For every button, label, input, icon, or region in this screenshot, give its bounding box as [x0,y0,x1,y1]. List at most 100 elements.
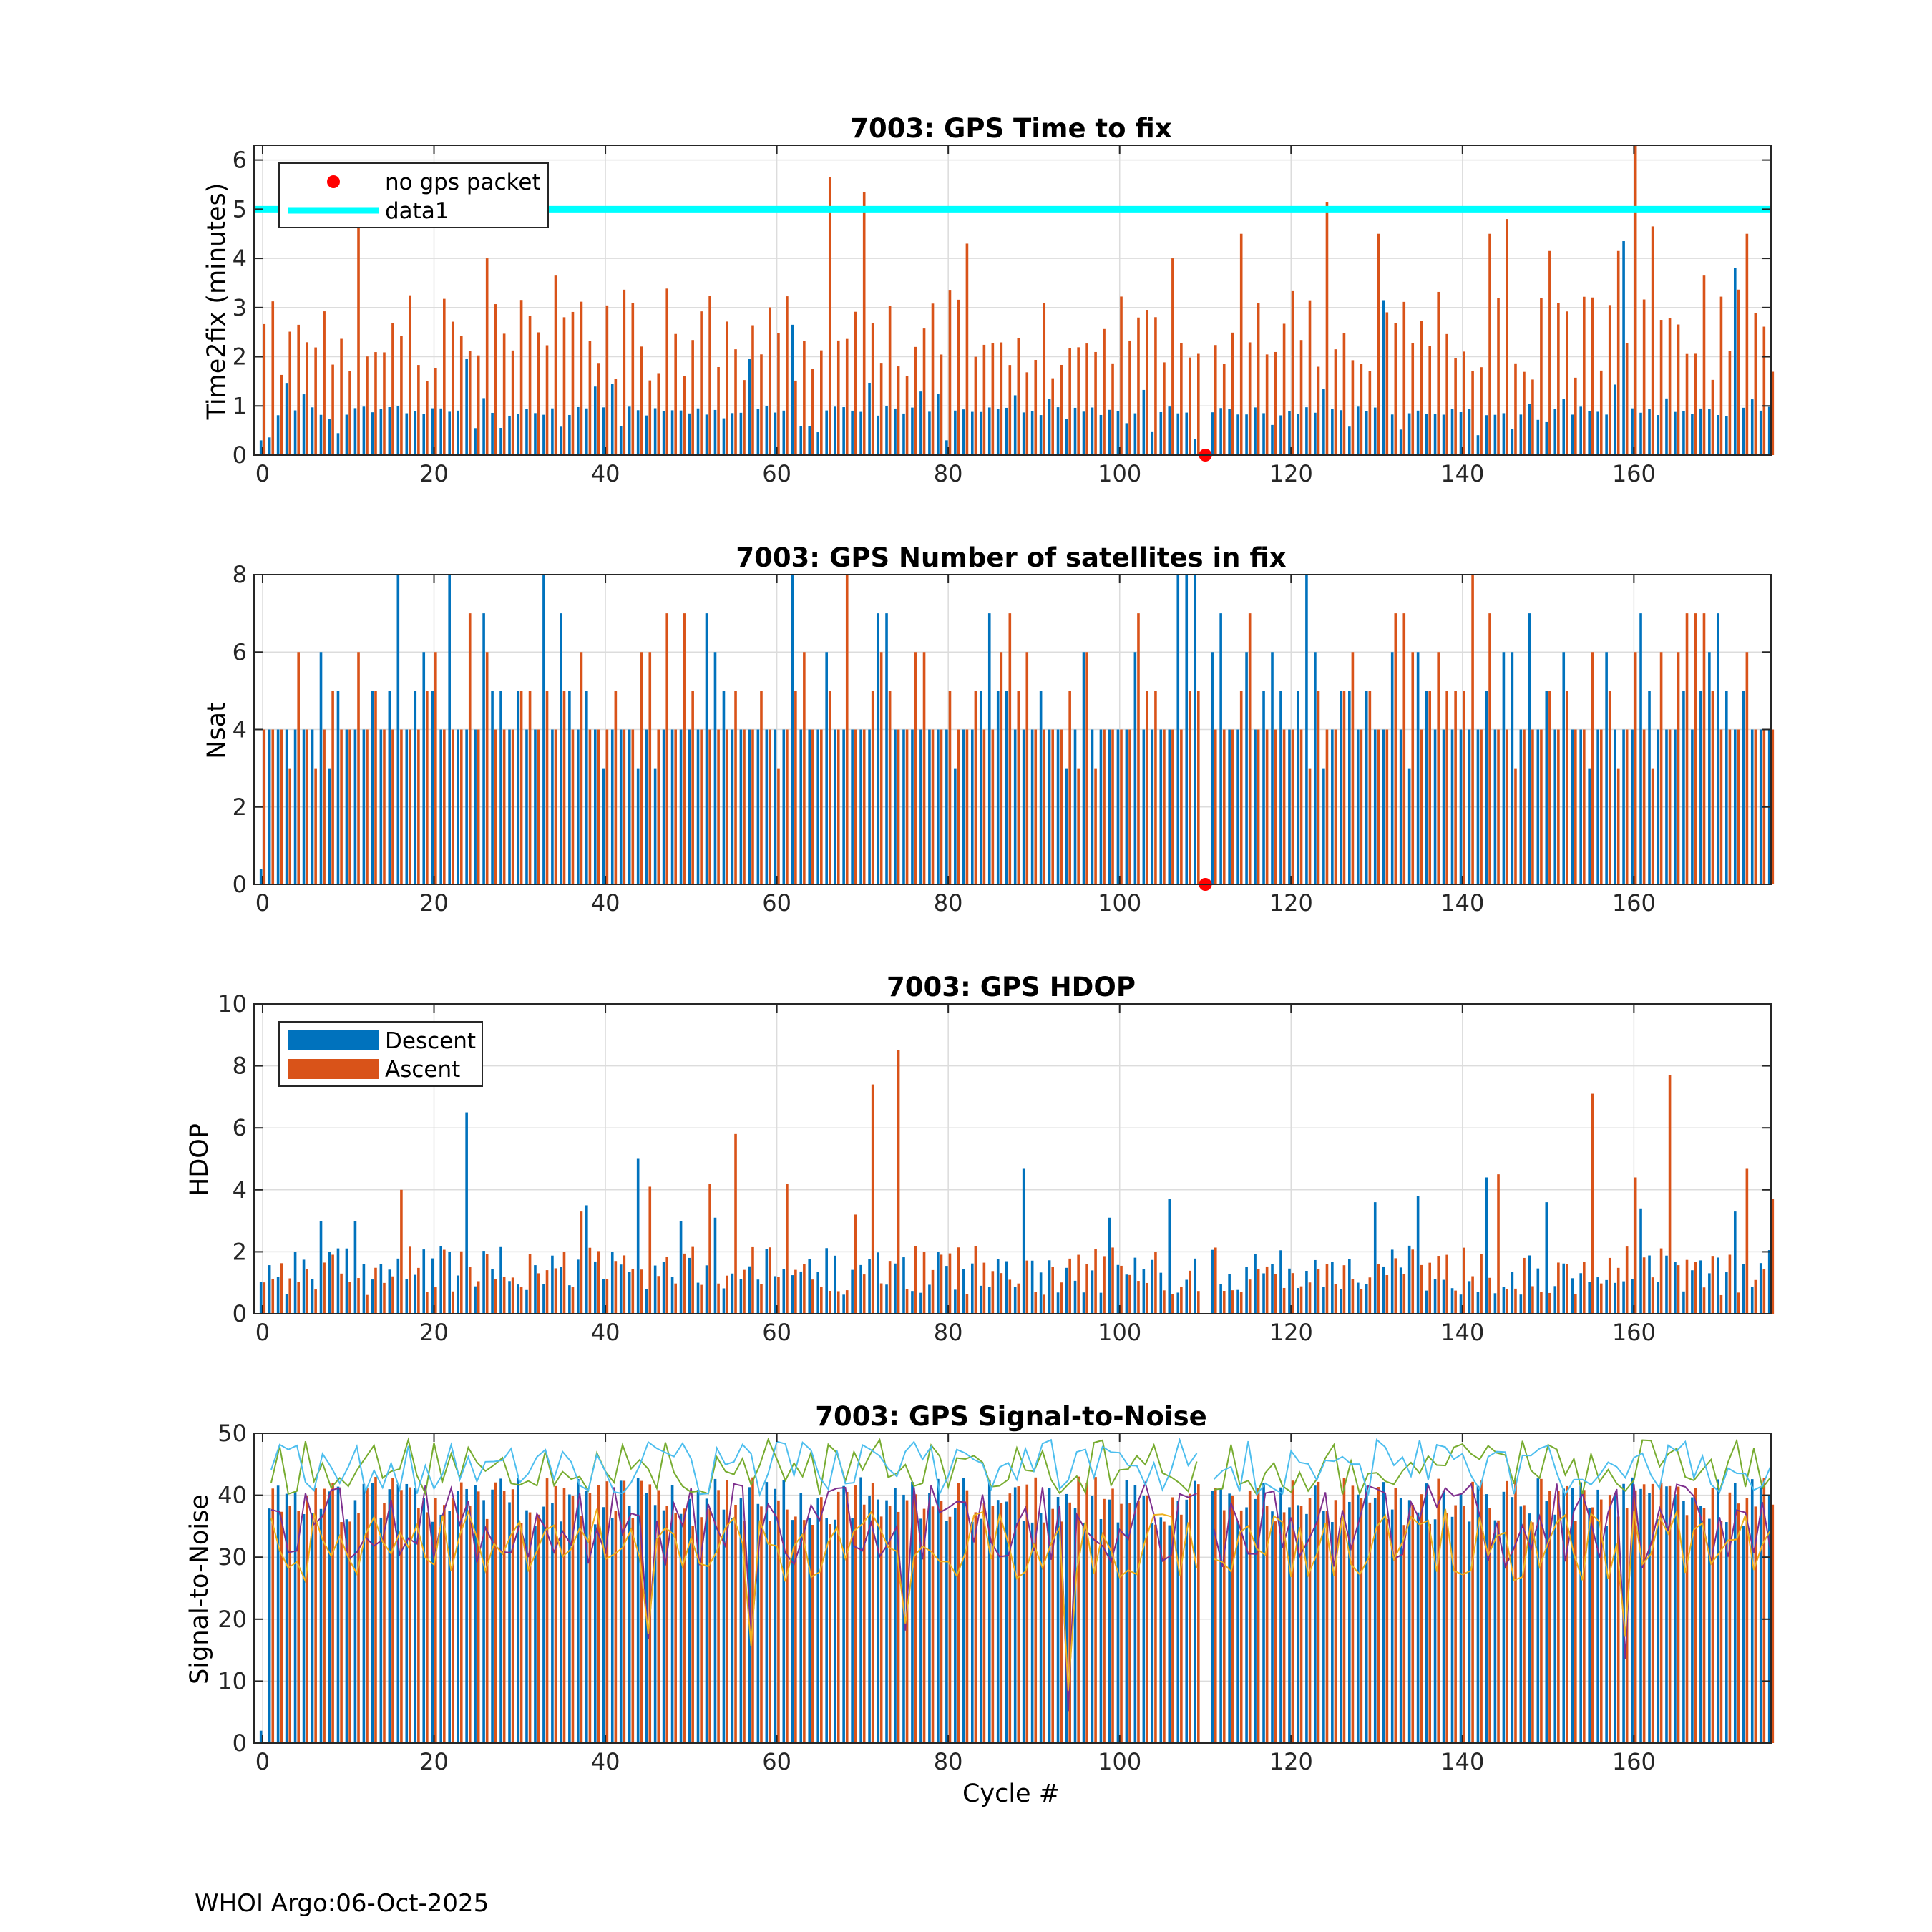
ascent-bar [1548,691,1551,884]
descent-bar [1305,1513,1308,1743]
descent-bar [439,408,443,455]
descent-bar [474,1286,477,1314]
ascent-bar [1120,729,1123,884]
descent-bar [1390,414,1394,455]
descent-bar [311,729,314,884]
descent-bar [302,1259,306,1314]
descent-bar [1493,729,1497,884]
descent-bar [885,406,888,455]
ascent-bar [631,729,635,884]
ascent-bar [323,729,326,884]
descent-bar [842,1294,845,1314]
ascent-bar [1471,1481,1474,1743]
ascent-bar [1017,691,1020,884]
descent-bar [1356,406,1360,455]
x-tick-label: 40 [591,1748,620,1775]
ascent-bar [451,321,454,455]
descent-bar [1331,729,1334,884]
ascent-bar [905,729,909,884]
ascent-bar [1523,1505,1526,1743]
y-tick-label: 20 [218,1606,247,1633]
descent-bar [311,407,314,455]
descent-bar [911,1291,914,1314]
y-tick-label: 2 [233,1238,247,1265]
ascent-bar [1325,202,1329,455]
ascent-bar [1308,1282,1312,1314]
ascent-bar [1137,1281,1140,1314]
descent-bar [636,410,640,455]
descent-bar [1013,395,1017,455]
descent-bar [405,729,409,884]
descent-bar [1614,1493,1616,1743]
ascent-bar [897,366,900,455]
ascent-bar [348,371,351,455]
ascent-bar [1111,729,1114,884]
ascent-bar [1377,1264,1380,1314]
ascent-bar [845,338,849,455]
descent-bar [1211,1249,1214,1314]
ascent-bar [1385,312,1389,455]
descent-bar [1433,729,1437,884]
descent-bar [1665,729,1668,884]
descent-bar [1759,410,1762,455]
descent-bar [1340,1289,1342,1314]
descent-bar [816,1272,820,1314]
ascent-bar [1737,1503,1740,1743]
descent-bar [1314,1259,1317,1314]
descent-bar [1176,575,1180,884]
descent-bar [1665,1255,1668,1314]
ascent-bar [323,1262,326,1314]
ascent-bar [1514,363,1517,455]
axes-hdop: 7003: GPS HDOP HDOP 0 20 40 60 80 100 120 140 16… [185,972,1775,1346]
descent-bar [1519,1506,1523,1743]
ascent-bar [1497,1520,1500,1743]
ascent-bar [426,691,429,884]
descent-bar [1005,407,1008,455]
descent-bar [1194,1258,1197,1314]
descent-bar [996,409,1000,455]
descent-bar [1236,1521,1239,1743]
descent-bar [1262,1483,1265,1743]
ascent-bar [982,729,986,884]
ascent-bar [708,1508,711,1743]
descent-bar [396,1483,400,1743]
ascent-bar [965,1294,969,1314]
ascent-bar [1111,1488,1114,1743]
descent-bar [353,1500,357,1743]
descent-bar [474,428,477,455]
descent-bar [1605,414,1608,455]
descent-bar [1733,729,1737,884]
ylabel-nsat: Nsat [203,702,231,759]
descent-bar [1151,729,1154,884]
descent-bar [457,729,459,884]
ascent-bar [1719,1294,1723,1314]
ascent-bar [417,729,420,884]
ascent-bar [760,354,763,455]
ascent-bar [1120,296,1123,455]
descent-bar [1691,729,1694,884]
ascent-bar [528,1512,532,1743]
ascent-bar [383,1503,386,1743]
ascent-bar [1685,353,1689,455]
descent-bar [1228,729,1231,884]
descent-bar [1416,1196,1420,1314]
descent-bar [1254,1498,1257,1743]
descent-bar [765,406,769,455]
ascent-bar [1616,1516,1620,1743]
descent-bar [1407,768,1411,884]
ascent-bar [1694,613,1697,884]
descent-bar [1407,1245,1411,1314]
descent-bar [1236,729,1239,884]
ascent-bar [1677,324,1680,455]
ascent-bar [1566,311,1568,455]
ascent-bar [1342,333,1346,455]
descent-bar [971,729,974,884]
ascent-bar [820,1287,823,1314]
ascent-bar [820,350,823,455]
ascent-bar [640,346,643,455]
descent-bar [577,1259,580,1314]
ascent-bar [1180,1514,1183,1743]
x-tick-label: 160 [1612,1319,1656,1346]
ascent-bar [588,341,592,455]
ascent-bar [1299,340,1303,455]
